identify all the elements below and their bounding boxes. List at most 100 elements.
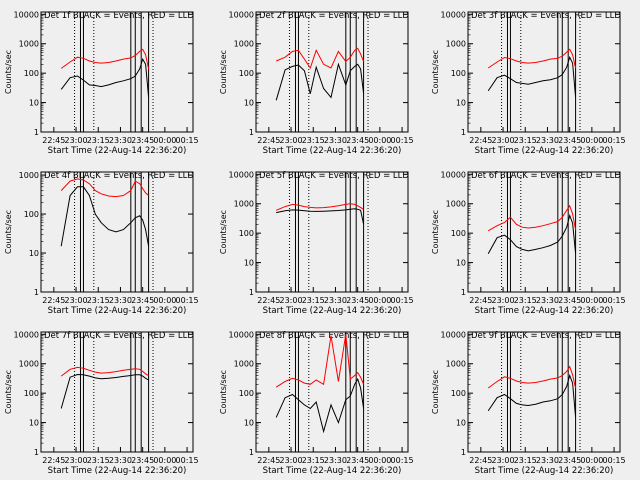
chart-panel-2: Det 2f BLACK = Events, RED = LLD 1 10 100 10… — [219, 10, 414, 156]
y-axis-label: Counts/sec — [431, 210, 440, 254]
series-line-lld — [60, 366, 149, 377]
x-tick-label: 23:45 — [558, 136, 581, 145]
x-tick-label: 23:00 — [65, 136, 88, 145]
y-tick-label: 10 — [29, 99, 39, 108]
y-tick-label: 10000 — [441, 170, 466, 179]
x-tick-label: 00:15 — [603, 136, 626, 145]
y-tick-label: 10 — [29, 249, 39, 258]
y-tick-label: 10 — [29, 419, 39, 428]
x-tick-label: 22:45 — [42, 456, 65, 465]
y-tick-label: 1000 — [19, 40, 39, 49]
y-tick-label: 10 — [456, 99, 466, 108]
y-axis-label: Counts/sec — [431, 50, 440, 94]
series-line-events — [487, 373, 577, 418]
x-axis-label: Start Time (22-Aug-14 22:36:20) — [48, 146, 187, 156]
x-tick-label: 22:45 — [469, 136, 492, 145]
y-tick-label: 1000 — [234, 200, 254, 209]
chart-title: Det 2f BLACK = Events, RED = LLD — [259, 11, 409, 21]
y-axis-label: Counts/sec — [219, 370, 228, 414]
y-tick-label: 10 — [456, 259, 466, 268]
y-tick-label: 100 — [239, 69, 254, 78]
x-axis-label: Start Time (22-Aug-14 22:36:20) — [263, 306, 402, 316]
chart-panel-9: Det 9f BLACK = Events, RED = LLD 1 10 100 10… — [431, 330, 626, 476]
x-tick-label: 23:15 — [87, 456, 110, 465]
series-line-lld — [275, 334, 365, 388]
x-tick-label: 23:15 — [87, 136, 110, 145]
x-tick-label: 00:00 — [153, 136, 176, 145]
x-tick-label: 23:45 — [346, 296, 369, 305]
x-tick-label: 23:30 — [536, 136, 559, 145]
series-line-lld — [60, 48, 150, 70]
x-tick-label: 00:15 — [176, 456, 199, 465]
y-tick-label: 10000 — [229, 170, 254, 179]
x-tick-label: 23:15 — [302, 296, 325, 305]
x-tick-label: 22:45 — [257, 136, 280, 145]
x-tick-label: 22:45 — [257, 296, 280, 305]
series-line-events — [60, 186, 150, 247]
x-tick-label: 22:45 — [42, 296, 65, 305]
series-line-lld — [487, 204, 577, 232]
x-tick-label: 00:15 — [391, 136, 414, 145]
chart-title: Det 9f BLACK = Events, RED = LLD — [471, 331, 621, 341]
chart-panel-7: Det 7f BLACK = Events, RED = LLD 1 10 100 10… — [4, 330, 199, 476]
chart-panel-1: Det 1f BLACK = Events, RED = LLD 1 10 100 10… — [4, 10, 199, 156]
x-tick-label: 23:45 — [558, 456, 581, 465]
y-tick-label: 1 — [461, 288, 466, 297]
x-tick-label: 23:30 — [536, 296, 559, 305]
x-tick-label: 23:30 — [109, 296, 132, 305]
plot-frame — [40, 11, 194, 133]
y-tick-label: 1000 — [446, 40, 466, 49]
series-line-lld — [276, 203, 364, 211]
x-tick-label: 23:00 — [65, 296, 88, 305]
x-tick-label: 23:15 — [302, 136, 325, 145]
x-tick-label: 23:45 — [131, 136, 154, 145]
y-axis-label: Counts/sec — [4, 50, 13, 94]
plot-frame — [255, 11, 409, 133]
chart-panel-6: Det 6f BLACK = Events, RED = LLD 1 10 100 10… — [431, 170, 626, 316]
x-tick-label: 23:30 — [324, 456, 347, 465]
x-tick-label: 00:00 — [368, 296, 391, 305]
series-line-events — [275, 62, 365, 101]
x-tick-label: 00:00 — [580, 136, 603, 145]
x-tick-label: 00:15 — [391, 456, 414, 465]
x-tick-label: 23:00 — [280, 296, 303, 305]
y-axis-label: Counts/sec — [431, 370, 440, 414]
x-tick-label: 23:00 — [492, 456, 515, 465]
plot-frame — [40, 331, 194, 453]
y-tick-label: 10000 — [441, 330, 466, 339]
x-tick-label: 23:15 — [87, 296, 110, 305]
y-tick-label: 100 — [451, 69, 466, 78]
x-tick-label: 00:15 — [176, 136, 199, 145]
x-tick-label: 23:45 — [131, 296, 154, 305]
x-tick-label: 23:00 — [280, 136, 303, 145]
y-tick-label: 100 — [24, 210, 39, 219]
plot-frame — [40, 171, 194, 293]
x-tick-label: 23:15 — [514, 456, 537, 465]
chart-title: Det 5f BLACK = Events, RED = LLD — [259, 171, 409, 181]
x-tick-label: 23:15 — [514, 136, 537, 145]
y-tick-label: 1 — [249, 128, 254, 137]
x-tick-label: 23:30 — [324, 296, 347, 305]
y-tick-label: 100 — [451, 389, 466, 398]
y-axis-label: Counts/sec — [4, 210, 13, 254]
plot-frame — [255, 331, 409, 453]
y-tick-label: 1 — [34, 128, 39, 137]
plot-frame — [255, 171, 409, 293]
y-tick-label: 100 — [24, 69, 39, 78]
x-tick-label: 00:00 — [580, 456, 603, 465]
y-tick-label: 1 — [249, 448, 254, 457]
series-line-events — [60, 373, 149, 409]
x-tick-label: 23:30 — [536, 456, 559, 465]
chart-panel-8: Det 8f BLACK = Events, RED = LLD 1 10 100 10… — [219, 330, 414, 476]
y-tick-label: 10000 — [14, 330, 39, 339]
x-tick-label: 23:30 — [324, 136, 347, 145]
x-tick-label: 22:45 — [469, 456, 492, 465]
y-tick-label: 10 — [456, 419, 466, 428]
x-axis-label: Start Time (22-Aug-14 22:36:20) — [48, 466, 187, 476]
y-tick-label: 100 — [24, 389, 39, 398]
x-tick-label: 23:45 — [346, 456, 369, 465]
x-tick-label: 23:30 — [109, 456, 132, 465]
x-tick-label: 00:00 — [153, 296, 176, 305]
y-tick-label: 10 — [244, 419, 254, 428]
